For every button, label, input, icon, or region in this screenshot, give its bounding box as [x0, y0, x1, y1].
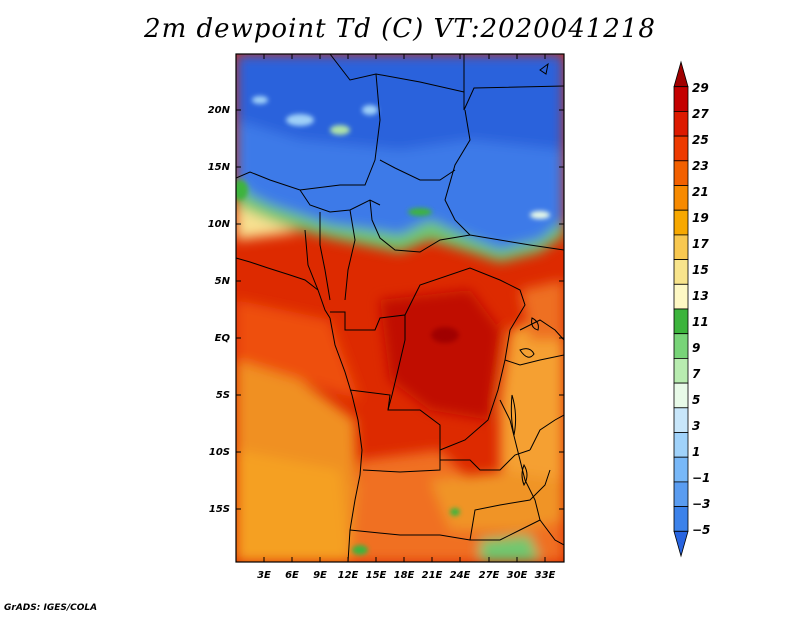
map-frame	[235, 53, 565, 563]
colorbar-swatch	[673, 456, 689, 483]
lat-tick-label: 5S	[216, 390, 230, 401]
colorbar-label: 13	[692, 289, 709, 303]
lon-tick-label: 24E	[450, 570, 471, 581]
colorbar-label: 3	[692, 419, 700, 433]
country-borders	[236, 54, 564, 562]
colorbar-label: 25	[692, 133, 709, 147]
colorbar-label: −5	[692, 523, 710, 537]
lon-tick-label: 9E	[313, 570, 327, 581]
colorbar-label: 9	[692, 341, 700, 355]
colorbar-swatch	[673, 407, 689, 433]
colorbar-swatch	[673, 333, 689, 359]
colorbar-label: −1	[692, 471, 710, 485]
colorbar-label: 15	[692, 263, 709, 277]
lat-tick-label: 15S	[209, 504, 230, 515]
colorbar-swatch	[673, 283, 689, 310]
colorbar-swatch	[673, 111, 689, 137]
colorbar-label: 23	[692, 159, 709, 173]
colorbar-label: 27	[692, 107, 709, 121]
colorbar-swatch	[673, 234, 689, 260]
lon-tick-label: 30E	[507, 570, 528, 581]
lat-tick-label: 10S	[209, 447, 230, 458]
colorbar-swatch	[673, 135, 689, 162]
colorbar-swatch	[673, 160, 689, 186]
colorbar-label: 11	[692, 315, 709, 329]
lat-tick-label: 15N	[208, 162, 231, 173]
lat-tick-label: EQ	[215, 333, 231, 344]
lat-tick-label: 5N	[215, 276, 231, 287]
latitude-axis: 20N 15N 10N 5N EQ 5S 10S 15S	[208, 105, 231, 515]
colorbar-label: 1	[692, 445, 700, 459]
colorbar-label: 7	[692, 367, 701, 381]
axis-ticks	[236, 54, 564, 562]
lon-tick-label: 6E	[285, 570, 299, 581]
lat-tick-label: 20N	[208, 105, 231, 116]
colorbar-top-arrow	[673, 60, 689, 88]
dewpoint-field	[236, 54, 564, 562]
colorbar-swatch	[673, 86, 689, 112]
colorbar-labels: 29 27 25 23 21 19 17 15 13 11 9 7 5 3 1 …	[692, 81, 710, 537]
lon-tick-label: 3E	[257, 570, 271, 581]
colorbar	[673, 60, 689, 558]
colorbar-label: 29	[692, 81, 709, 95]
colorbar-swatch	[673, 382, 689, 409]
colorbar-bottom-arrow	[673, 530, 689, 558]
colorbar-swatch	[673, 185, 689, 211]
colorbar-swatch	[673, 481, 689, 507]
colorbar-swatch	[673, 209, 689, 236]
grads-credit: GrADS: IGES/COLA	[4, 603, 98, 613]
lon-tick-label: 33E	[535, 570, 556, 581]
lon-tick-label: 27E	[479, 570, 500, 581]
longitude-axis: 3E 6E 9E 12E 15E 18E 21E 24E 27E 30E 33E	[257, 570, 555, 581]
colorbar-swatch	[673, 259, 689, 285]
colorbar-label: 17	[692, 237, 709, 251]
lon-tick-label: 21E	[422, 570, 443, 581]
lon-tick-label: 15E	[366, 570, 387, 581]
map-title: 2m dewpoint Td (C) VT:2020041218	[144, 14, 656, 44]
lon-tick-label: 12E	[338, 570, 359, 581]
colorbar-label: 19	[692, 211, 709, 225]
colorbar-swatch	[673, 506, 689, 532]
colorbar-label: 21	[692, 185, 709, 199]
colorbar-swatch	[673, 432, 689, 458]
lon-tick-label: 18E	[394, 570, 415, 581]
lat-tick-label: 10N	[208, 219, 231, 230]
colorbar-swatch	[673, 308, 689, 335]
colorbar-label: −3	[692, 497, 710, 511]
colorbar-label: 5	[692, 393, 700, 407]
colorbar-swatch	[673, 357, 689, 384]
